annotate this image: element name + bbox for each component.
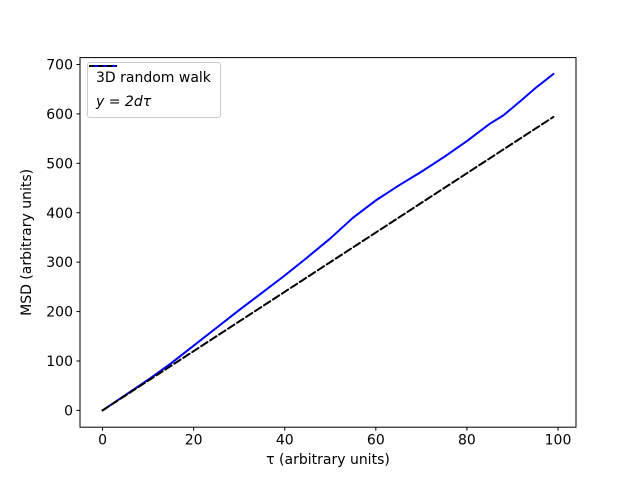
series-line-0 <box>101 72 555 412</box>
y-tick-label: 600 <box>46 107 73 123</box>
legend-entry-theory: y = 2dτ <box>89 65 211 111</box>
dashed-line-sample-icon <box>89 65 117 67</box>
y-axis-label: MSD (arbitrary units) <box>19 169 35 316</box>
x-axis-label: τ (arbitrary units) <box>266 452 390 468</box>
legend-label-3d-random-walk: 3D random walk <box>96 69 211 86</box>
y-tick-label: 100 <box>46 354 73 370</box>
series-line-1 <box>101 115 555 412</box>
x-tick-label: 0 <box>98 433 107 449</box>
y-tick-label: 200 <box>46 305 73 321</box>
x-tick-label: 40 <box>276 433 294 449</box>
x-tick-label: 80 <box>458 433 476 449</box>
y-tick-label: 500 <box>46 156 73 172</box>
axes-spines <box>79 57 577 428</box>
x-axis-ticks: 0 20 40 60 80 100 <box>98 427 572 449</box>
y-tick-label: 0 <box>64 403 73 419</box>
y-tick-label: 400 <box>46 206 73 222</box>
x-tick-label: 20 <box>185 433 203 449</box>
x-tick-label: 100 <box>545 433 572 449</box>
x-tick-label: 60 <box>367 433 385 449</box>
legend-entry-3d-random-walk: 3D random walk <box>89 65 211 87</box>
y-tick-label: 300 <box>46 255 73 271</box>
legend: 3D random walk y = 2dτ <box>87 62 221 118</box>
legend-label-theory: y = 2dτ <box>96 93 152 110</box>
y-axis-ticks: 0 100 200 300 400 500 600 700 <box>46 58 80 419</box>
y-tick-label: 700 <box>46 58 73 74</box>
plot-series <box>101 72 555 412</box>
